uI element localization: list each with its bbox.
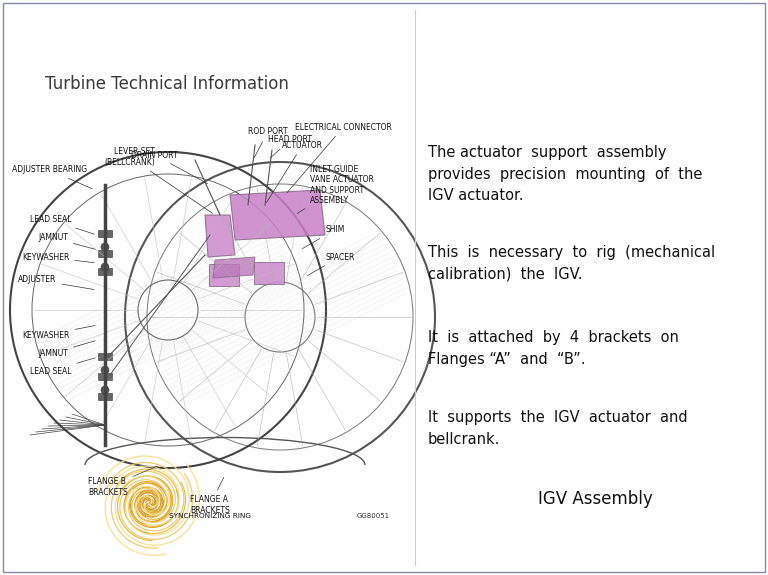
Text: ROD PORT: ROD PORT bbox=[248, 128, 287, 158]
Text: ADJUSTER BEARING: ADJUSTER BEARING bbox=[12, 166, 92, 189]
Text: KEYWASHER: KEYWASHER bbox=[22, 325, 95, 339]
Text: Turbine Technical Information: Turbine Technical Information bbox=[45, 75, 289, 93]
FancyBboxPatch shape bbox=[98, 353, 112, 360]
Circle shape bbox=[101, 366, 109, 374]
FancyBboxPatch shape bbox=[98, 250, 112, 257]
Text: SPACER: SPACER bbox=[307, 252, 354, 275]
Text: FLANGE A
BRACKETS: FLANGE A BRACKETS bbox=[190, 477, 230, 515]
Text: DRAIN PORT: DRAIN PORT bbox=[131, 151, 207, 183]
Text: JAMNUT: JAMNUT bbox=[38, 233, 95, 250]
Text: IGV Assembly: IGV Assembly bbox=[538, 490, 652, 508]
FancyBboxPatch shape bbox=[98, 373, 112, 380]
FancyBboxPatch shape bbox=[209, 264, 239, 286]
Polygon shape bbox=[230, 190, 325, 240]
Text: ACTUATOR: ACTUATOR bbox=[266, 140, 323, 202]
FancyBboxPatch shape bbox=[98, 393, 112, 400]
Text: HEAD PORT: HEAD PORT bbox=[268, 136, 312, 158]
Circle shape bbox=[101, 386, 109, 394]
Circle shape bbox=[101, 243, 109, 251]
Text: SYNCHRONIZING RING: SYNCHRONIZING RING bbox=[169, 513, 251, 519]
Text: LEVER SET
(BELLCRANK): LEVER SET (BELLCRANK) bbox=[104, 147, 213, 213]
Text: GG80051: GG80051 bbox=[357, 513, 390, 519]
FancyBboxPatch shape bbox=[254, 262, 284, 284]
Text: INLET GUIDE
VANE ACTUATOR
AND SUPPORT
ASSEMBLY: INLET GUIDE VANE ACTUATOR AND SUPPORT AS… bbox=[297, 165, 374, 213]
Text: KEYWASHER: KEYWASHER bbox=[22, 252, 94, 263]
FancyBboxPatch shape bbox=[98, 230, 112, 237]
Polygon shape bbox=[213, 257, 255, 278]
Text: This  is  necessary  to  rig  (mechanical
calibration)  the  IGV.: This is necessary to rig (mechanical cal… bbox=[428, 245, 715, 282]
Text: FLANGE B
BRACKETS: FLANGE B BRACKETS bbox=[88, 466, 157, 497]
Circle shape bbox=[101, 263, 109, 271]
FancyBboxPatch shape bbox=[98, 268, 112, 275]
Text: It  is  attached  by  4  brackets  on
Flanges “A”  and  “B”.: It is attached by 4 brackets on Flanges … bbox=[428, 330, 679, 367]
Text: ADJUSTER: ADJUSTER bbox=[18, 275, 94, 290]
Text: JAMNUT: JAMNUT bbox=[38, 341, 95, 358]
Text: The actuator  support  assembly
provides  precision  mounting  of  the
IGV actua: The actuator support assembly provides p… bbox=[428, 145, 703, 203]
Text: LEAD SEAL: LEAD SEAL bbox=[30, 216, 94, 234]
Text: ELECTRICAL CONNECTOR: ELECTRICAL CONNECTOR bbox=[286, 122, 392, 193]
Text: SHIM: SHIM bbox=[303, 225, 344, 248]
Polygon shape bbox=[205, 215, 235, 257]
Text: LEAD SEAL: LEAD SEAL bbox=[30, 358, 95, 375]
Text: It  supports  the  IGV  actuator  and
bellcrank.: It supports the IGV actuator and bellcra… bbox=[428, 410, 687, 447]
